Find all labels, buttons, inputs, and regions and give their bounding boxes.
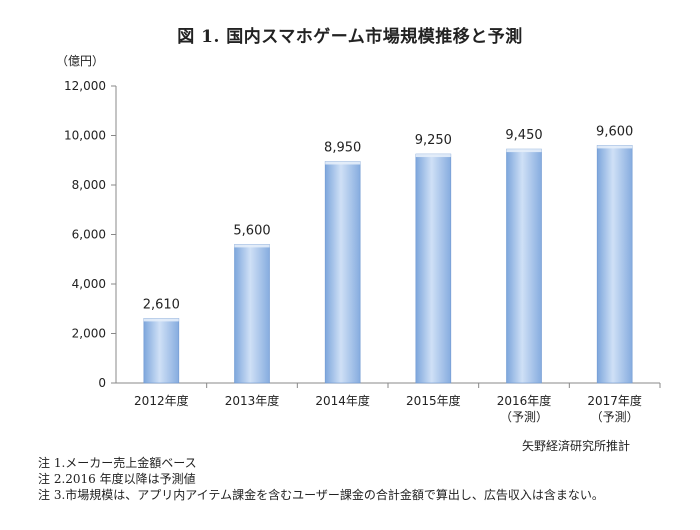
bar-cap [597, 145, 633, 149]
y-tick-label: 0 [98, 376, 106, 390]
data-label: 5,600 [233, 223, 270, 238]
footnotes: 注 1.メーカー売上金額ベース 注 2.2016 年度以降は予測値 注 3.市場… [38, 455, 604, 503]
category-label: 2016年度 [497, 393, 552, 408]
data-label: 8,950 [324, 140, 361, 155]
category-label: （予測） [500, 410, 548, 424]
bar [415, 153, 452, 384]
category-label: 2014年度 [315, 393, 370, 408]
data-label: 9,250 [415, 133, 452, 148]
bar-cap [506, 149, 542, 153]
bar-cap [234, 244, 270, 248]
y-tick-label: 10,000 [64, 129, 106, 143]
y-axis-unit: （億円） [56, 54, 105, 68]
bar [506, 148, 542, 384]
category-label: 2015年度 [406, 393, 461, 408]
bar-cap [143, 318, 179, 322]
bar-cap [325, 161, 361, 165]
note-2: 注 2.2016 年度以降は予測値 [38, 472, 196, 486]
category-label: 2017年度 [587, 393, 642, 408]
note-1: 注 1.メーカー売上金額ベース [38, 456, 197, 470]
data-label: 2,610 [143, 297, 180, 312]
chart-title: 図 1. 国内スマホゲーム市場規模推移と予測 [177, 27, 523, 47]
y-tick-label: 12,000 [64, 79, 106, 93]
y-tick-label: 8,000 [72, 178, 106, 192]
bar [234, 244, 270, 384]
bar-chart: 0 2,000 4,000 6,000 8,000 10,000 12,000 2,610 20… [64, 79, 661, 424]
source-credit: 矢野経済研究所推計 [521, 439, 630, 453]
data-label: 9,600 [596, 124, 633, 139]
y-tick-label: 4,000 [72, 277, 106, 291]
bar [596, 145, 633, 384]
bar [143, 318, 180, 384]
category-label: 2012年度 [134, 393, 189, 408]
y-tick-label: 6,000 [72, 228, 106, 242]
bar-cap [415, 154, 451, 158]
category-label: （予測） [591, 410, 639, 424]
y-tick-label: 2,000 [72, 327, 106, 341]
bar [324, 161, 361, 384]
data-label: 9,450 [505, 128, 542, 143]
note-3: 注 3.市場規模は、アプリ内アイテム課金を含むユーザー課金の合計金額で算出し、広… [38, 488, 604, 502]
category-label: 2013年度 [225, 393, 280, 408]
